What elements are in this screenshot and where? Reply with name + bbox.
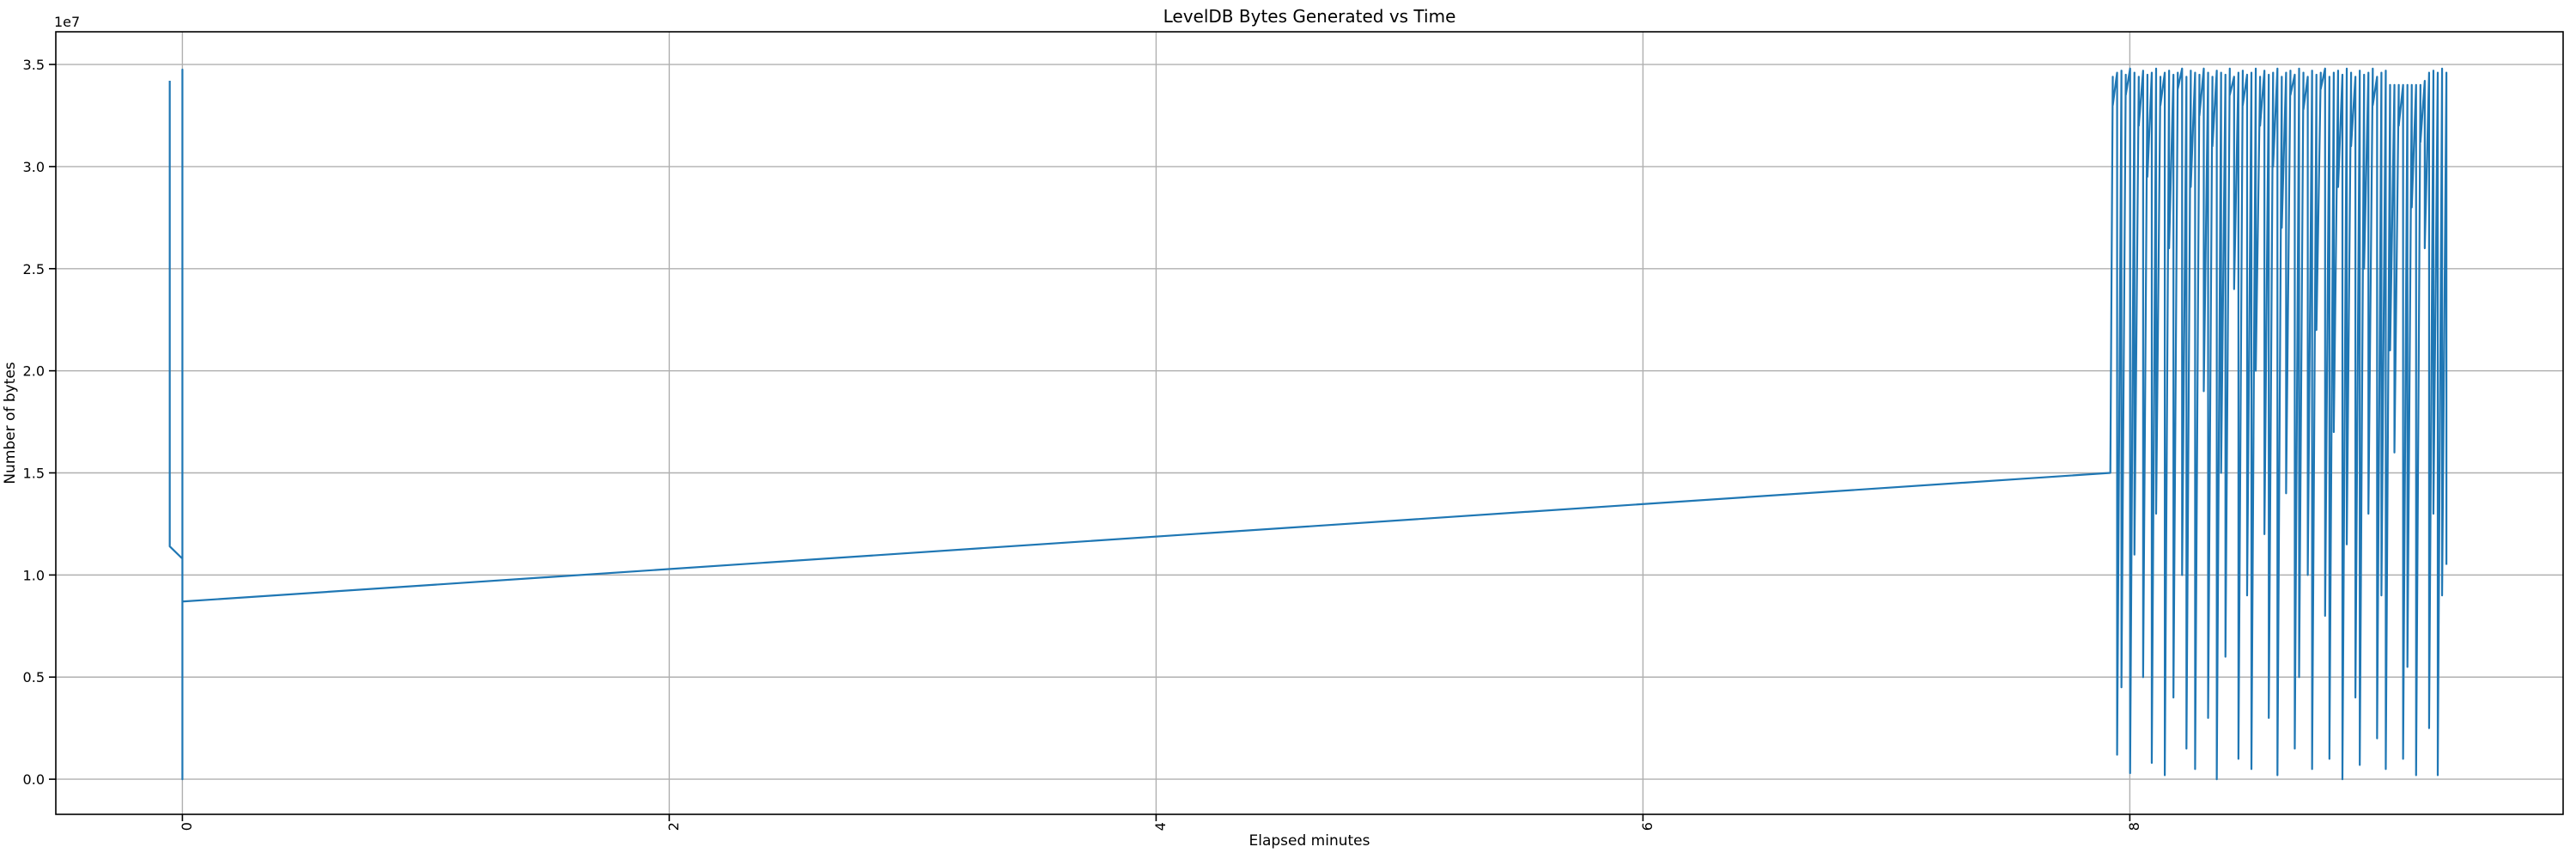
x-tick-label-8: 8 [2126, 822, 2142, 831]
chart-title: LevelDB Bytes Generated vs Time [1163, 6, 1456, 27]
x-axis-label: Elapsed minutes [1249, 832, 1370, 850]
y-tick-label-0.0: 0.0 [23, 771, 45, 788]
x-tick-label-6: 6 [1639, 822, 1656, 831]
x-tick-label-4: 4 [1152, 822, 1169, 831]
y-axis-label: Number of bytes [2, 362, 19, 484]
y-tick-label-0.5: 0.5 [23, 669, 45, 685]
y-tick-label-1.0: 1.0 [23, 567, 45, 583]
x-tick-label-0: 0 [179, 822, 195, 831]
data-line-leveldb-bytes-generated [168, 67, 2448, 781]
y-tick-label-2.0: 2.0 [23, 363, 45, 380]
y-tick-label-2.5: 2.5 [23, 261, 45, 277]
axes-spines [55, 31, 2564, 815]
y-tick-label-1.5: 1.5 [23, 466, 45, 482]
y-axis-offset-text: 1e7 [54, 14, 80, 30]
y-tick-label-3.5: 3.5 [23, 57, 45, 73]
y-tick-label-3.0: 3.0 [23, 159, 45, 175]
x-tick-label-2: 2 [665, 822, 682, 831]
